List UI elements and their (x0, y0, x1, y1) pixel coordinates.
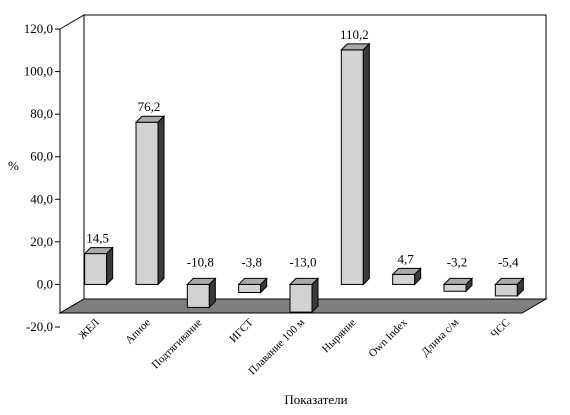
y-axis-label: % (8, 158, 19, 173)
bar-side (362, 42, 370, 286)
bar-front (135, 121, 159, 285)
x-tick-label: ЧСС (489, 317, 513, 341)
bar-front (392, 273, 416, 285)
bar-front (340, 49, 364, 285)
bar-side (260, 277, 268, 294)
data-label: -10,8 (187, 254, 214, 269)
bar: 14,5 (83, 231, 114, 286)
x-tick-label: ИГСТ (227, 316, 256, 345)
data-label: 110,2 (340, 27, 369, 42)
bar-front (186, 283, 210, 308)
data-label: -13,0 (289, 254, 316, 269)
y-tick-label: 100,0 (24, 64, 53, 79)
bar-front (443, 283, 467, 292)
x-tick-label: Подтягивание (150, 317, 205, 372)
bar-side (311, 277, 319, 314)
bar-side (208, 277, 216, 309)
side-wall (59, 14, 85, 314)
bar: -3,8 (237, 254, 268, 294)
x-tick-label: Own Index (367, 316, 411, 360)
bar-side (465, 277, 473, 293)
bar-front (494, 283, 518, 297)
bar-front (238, 283, 262, 294)
x-axis-label: Показатели (284, 392, 347, 407)
bar: -10,8 (186, 254, 217, 309)
x-tick-label: Ныряние (320, 317, 359, 356)
bar-front (289, 283, 313, 313)
data-label: -3,8 (241, 254, 262, 269)
data-label: -3,2 (447, 254, 468, 269)
x-tick-label: Плавание 100 м (246, 317, 307, 378)
data-label: 76,2 (138, 99, 161, 114)
y-tick-label: 80,0 (30, 106, 53, 121)
bar-front (84, 253, 108, 285)
bar: 110,2 (340, 27, 371, 286)
y-tick-label: -20,0 (26, 319, 53, 334)
bar-side (414, 267, 422, 286)
x-tick-label: Длина с/м (419, 317, 461, 359)
x-tick-label: Апное (123, 317, 153, 347)
data-label: -5,4 (498, 254, 519, 269)
y-tick-label: 120,0 (24, 21, 53, 36)
bar: -13,0 (288, 254, 320, 314)
bar-side (157, 115, 165, 286)
bar-side (106, 246, 114, 286)
bar: -3,2 (442, 254, 474, 293)
data-label: 4,7 (398, 251, 415, 266)
x-tick-label: ЖЕЛ (76, 316, 102, 342)
y-tick-label: 60,0 (30, 149, 53, 164)
bar: -5,4 (494, 254, 525, 298)
y-tick-label: 0,0 (37, 276, 53, 291)
bar: 76,2 (134, 99, 166, 286)
y-axis: -20,0 0,0 20,0 40,0 60,0 80,0 100,0 120,0 (24, 21, 60, 334)
bar: 4,7 (391, 251, 422, 286)
y-tick-label: 40,0 (30, 191, 53, 206)
bars: 14,5 76,2 -10,8 -3,8 -13,0 110,2 4,7 -3,2 -5,4 (83, 27, 525, 314)
data-label: 14,5 (86, 231, 109, 246)
bar-side (516, 277, 524, 298)
y-tick-label: 20,0 (30, 234, 53, 249)
